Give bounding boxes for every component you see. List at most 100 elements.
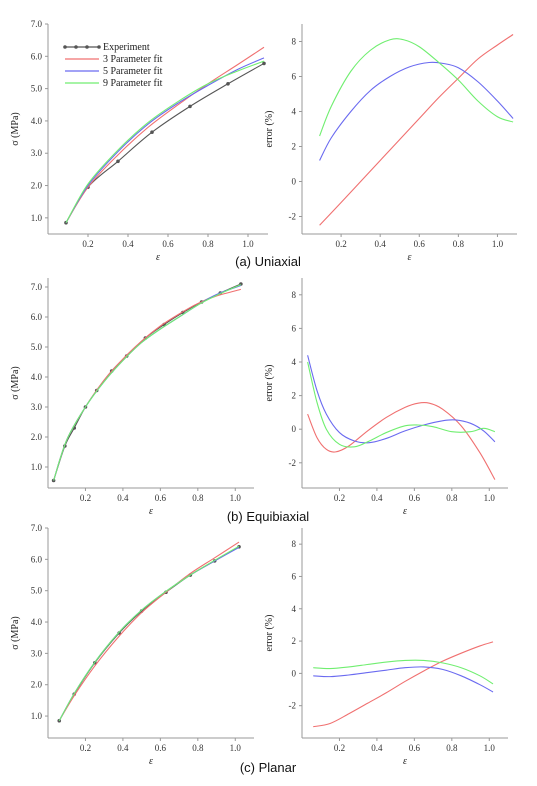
legend-label-9-parameter-fit: 9 Parameter fit bbox=[103, 78, 163, 89]
x-tick-label: 0.2 bbox=[82, 239, 93, 249]
data-point-experiment bbox=[51, 478, 56, 483]
y-tick-label: 4 bbox=[292, 604, 297, 614]
y-tick-label: 3.0 bbox=[31, 148, 43, 158]
planar-stress-chart: 0.2 0.4 0.6 0.8 1.0 1.0 2.0 3.0 4.0 5.0 6.0 7.0 ε σ (… bbox=[10, 523, 254, 767]
y-tick-label: 7.0 bbox=[31, 19, 43, 29]
caption-uniaxial: (a) Uniaxial bbox=[235, 254, 301, 269]
data-point-experiment bbox=[117, 631, 121, 635]
series-line-9-parameter-fit bbox=[65, 60, 265, 223]
y-tick-label: 2.0 bbox=[31, 432, 43, 442]
y-tick-label: 8 bbox=[292, 37, 297, 47]
series-line-3-parameter-fit bbox=[65, 46, 265, 223]
y-tick-label: -2 bbox=[289, 212, 297, 222]
uniaxial-stress-chart: 0.2 0.4 0.6 0.8 1.0 1.0 2.0 3.0 4.0 5.0 6.0 7.0 ε σ (… bbox=[10, 19, 268, 263]
y-tick-label: 8 bbox=[292, 539, 297, 549]
data-point-experiment bbox=[262, 61, 266, 66]
y-tick-label: 4.0 bbox=[31, 116, 43, 126]
x-tick-label: 0.8 bbox=[192, 493, 204, 503]
y-axis-label: σ (MPa) bbox=[10, 112, 21, 145]
y-tick-label: 6 bbox=[292, 323, 297, 333]
x-tick-label: 0.8 bbox=[192, 743, 204, 753]
y-axis-label: σ (MPa) bbox=[10, 366, 21, 399]
x-tick-label: 0.4 bbox=[375, 239, 387, 249]
y-tick-label: 2 bbox=[292, 636, 297, 646]
y-tick-label: 2.0 bbox=[31, 680, 43, 690]
y-tick-label: 0 bbox=[292, 424, 297, 434]
x-tick-label: 0.4 bbox=[371, 493, 383, 503]
y-tick-label: 1.0 bbox=[31, 462, 43, 472]
y-tick-label: 4 bbox=[292, 107, 297, 117]
y-tick-label: 5.0 bbox=[31, 586, 43, 596]
y-tick-label: 0 bbox=[292, 177, 297, 187]
x-tick-label: 0.2 bbox=[334, 493, 345, 503]
y-tick-label: 6 bbox=[292, 72, 297, 82]
series-line-experiment bbox=[65, 62, 265, 223]
data-point-experiment bbox=[226, 81, 230, 86]
y-tick-label: -2 bbox=[289, 458, 297, 468]
y-tick-label: 2.0 bbox=[31, 181, 43, 191]
x-tick-label: 0.6 bbox=[409, 743, 421, 753]
x-tick-label: 1.0 bbox=[484, 743, 496, 753]
data-point-experiment bbox=[188, 104, 192, 109]
series-line-5-parameter-fit bbox=[313, 666, 494, 693]
data-point-experiment bbox=[150, 130, 154, 135]
series-line-5-parameter-fit bbox=[319, 61, 514, 161]
legend-marker bbox=[85, 45, 89, 49]
x-tick-label: 0.2 bbox=[335, 239, 346, 249]
x-tick-label: 1.0 bbox=[230, 743, 242, 753]
y-tick-label: 4.0 bbox=[31, 617, 43, 627]
x-tick-label: 0.6 bbox=[155, 493, 167, 503]
y-tick-label: 7.0 bbox=[31, 282, 43, 292]
y-tick-label: 5.0 bbox=[31, 342, 43, 352]
y-tick-label: 6.0 bbox=[31, 51, 43, 61]
y-tick-label: 2 bbox=[292, 391, 297, 401]
x-tick-label: 0.6 bbox=[162, 239, 174, 249]
x-axis-label: ε bbox=[403, 756, 407, 767]
y-tick-label: -2 bbox=[289, 701, 297, 711]
series-line-9-parameter-fit bbox=[319, 38, 514, 137]
x-axis-label: ε bbox=[403, 506, 407, 517]
x-axis-label: ε bbox=[156, 252, 160, 263]
y-tick-label: 3.0 bbox=[31, 402, 43, 412]
caption-planar: (c) Planar bbox=[240, 760, 297, 775]
x-tick-label: 1.0 bbox=[484, 493, 496, 503]
x-tick-label: 0.6 bbox=[155, 743, 167, 753]
x-tick-label: 0.8 bbox=[453, 239, 465, 249]
x-tick-label: 0.8 bbox=[446, 743, 458, 753]
legend-marker bbox=[63, 45, 67, 49]
legend-label-experiment: Experiment bbox=[103, 42, 150, 53]
series-line-experiment bbox=[58, 546, 240, 722]
y-tick-label: 7.0 bbox=[31, 523, 43, 533]
legend-label-3-parameter-fit: 3 Parameter fit bbox=[103, 54, 163, 65]
y-tick-label: 6.0 bbox=[31, 554, 43, 564]
x-axis-label: ε bbox=[149, 756, 153, 767]
y-tick-label: 2 bbox=[292, 142, 297, 152]
x-tick-label: 0.2 bbox=[80, 493, 91, 503]
y-axis-label: error (%) bbox=[264, 111, 275, 148]
x-tick-label: 0.4 bbox=[117, 743, 129, 753]
x-tick-label: 1.0 bbox=[492, 239, 504, 249]
series-line-9-parameter-fit bbox=[58, 545, 240, 722]
y-tick-label: 5.0 bbox=[31, 84, 43, 94]
x-tick-label: 1.0 bbox=[230, 493, 242, 503]
x-tick-label: 0.4 bbox=[371, 743, 383, 753]
y-axis-label: error (%) bbox=[264, 615, 275, 652]
series-line-5-parameter-fit bbox=[58, 546, 240, 722]
legend-marker bbox=[97, 45, 101, 49]
equibiaxial-error-chart: 0.2 0.4 0.6 0.8 1.0 -2 0 2 4 6 8 ε error (%) bbox=[264, 278, 508, 517]
legend-marker bbox=[74, 45, 78, 49]
caption-equibiaxial: (b) Equibiaxial bbox=[227, 509, 309, 524]
y-tick-label: 3.0 bbox=[31, 648, 43, 658]
series-line-3-parameter-fit bbox=[313, 641, 494, 728]
y-tick-label: 8 bbox=[292, 290, 297, 300]
series-line-3-parameter-fit bbox=[307, 401, 496, 480]
plots-layer: 0.2 0.4 0.6 0.8 1.0 1.0 2.0 3.0 4.0 5.0 6.0 7.0 ε σ (… bbox=[10, 19, 517, 767]
series-line-3-parameter-fit bbox=[319, 34, 514, 226]
x-tick-label: 0.8 bbox=[202, 239, 214, 249]
series-line-9-parameter-fit bbox=[313, 659, 494, 685]
series-line-5-parameter-fit bbox=[307, 355, 496, 444]
x-axis-label: ε bbox=[408, 252, 412, 263]
x-axis-label: ε bbox=[149, 506, 153, 517]
